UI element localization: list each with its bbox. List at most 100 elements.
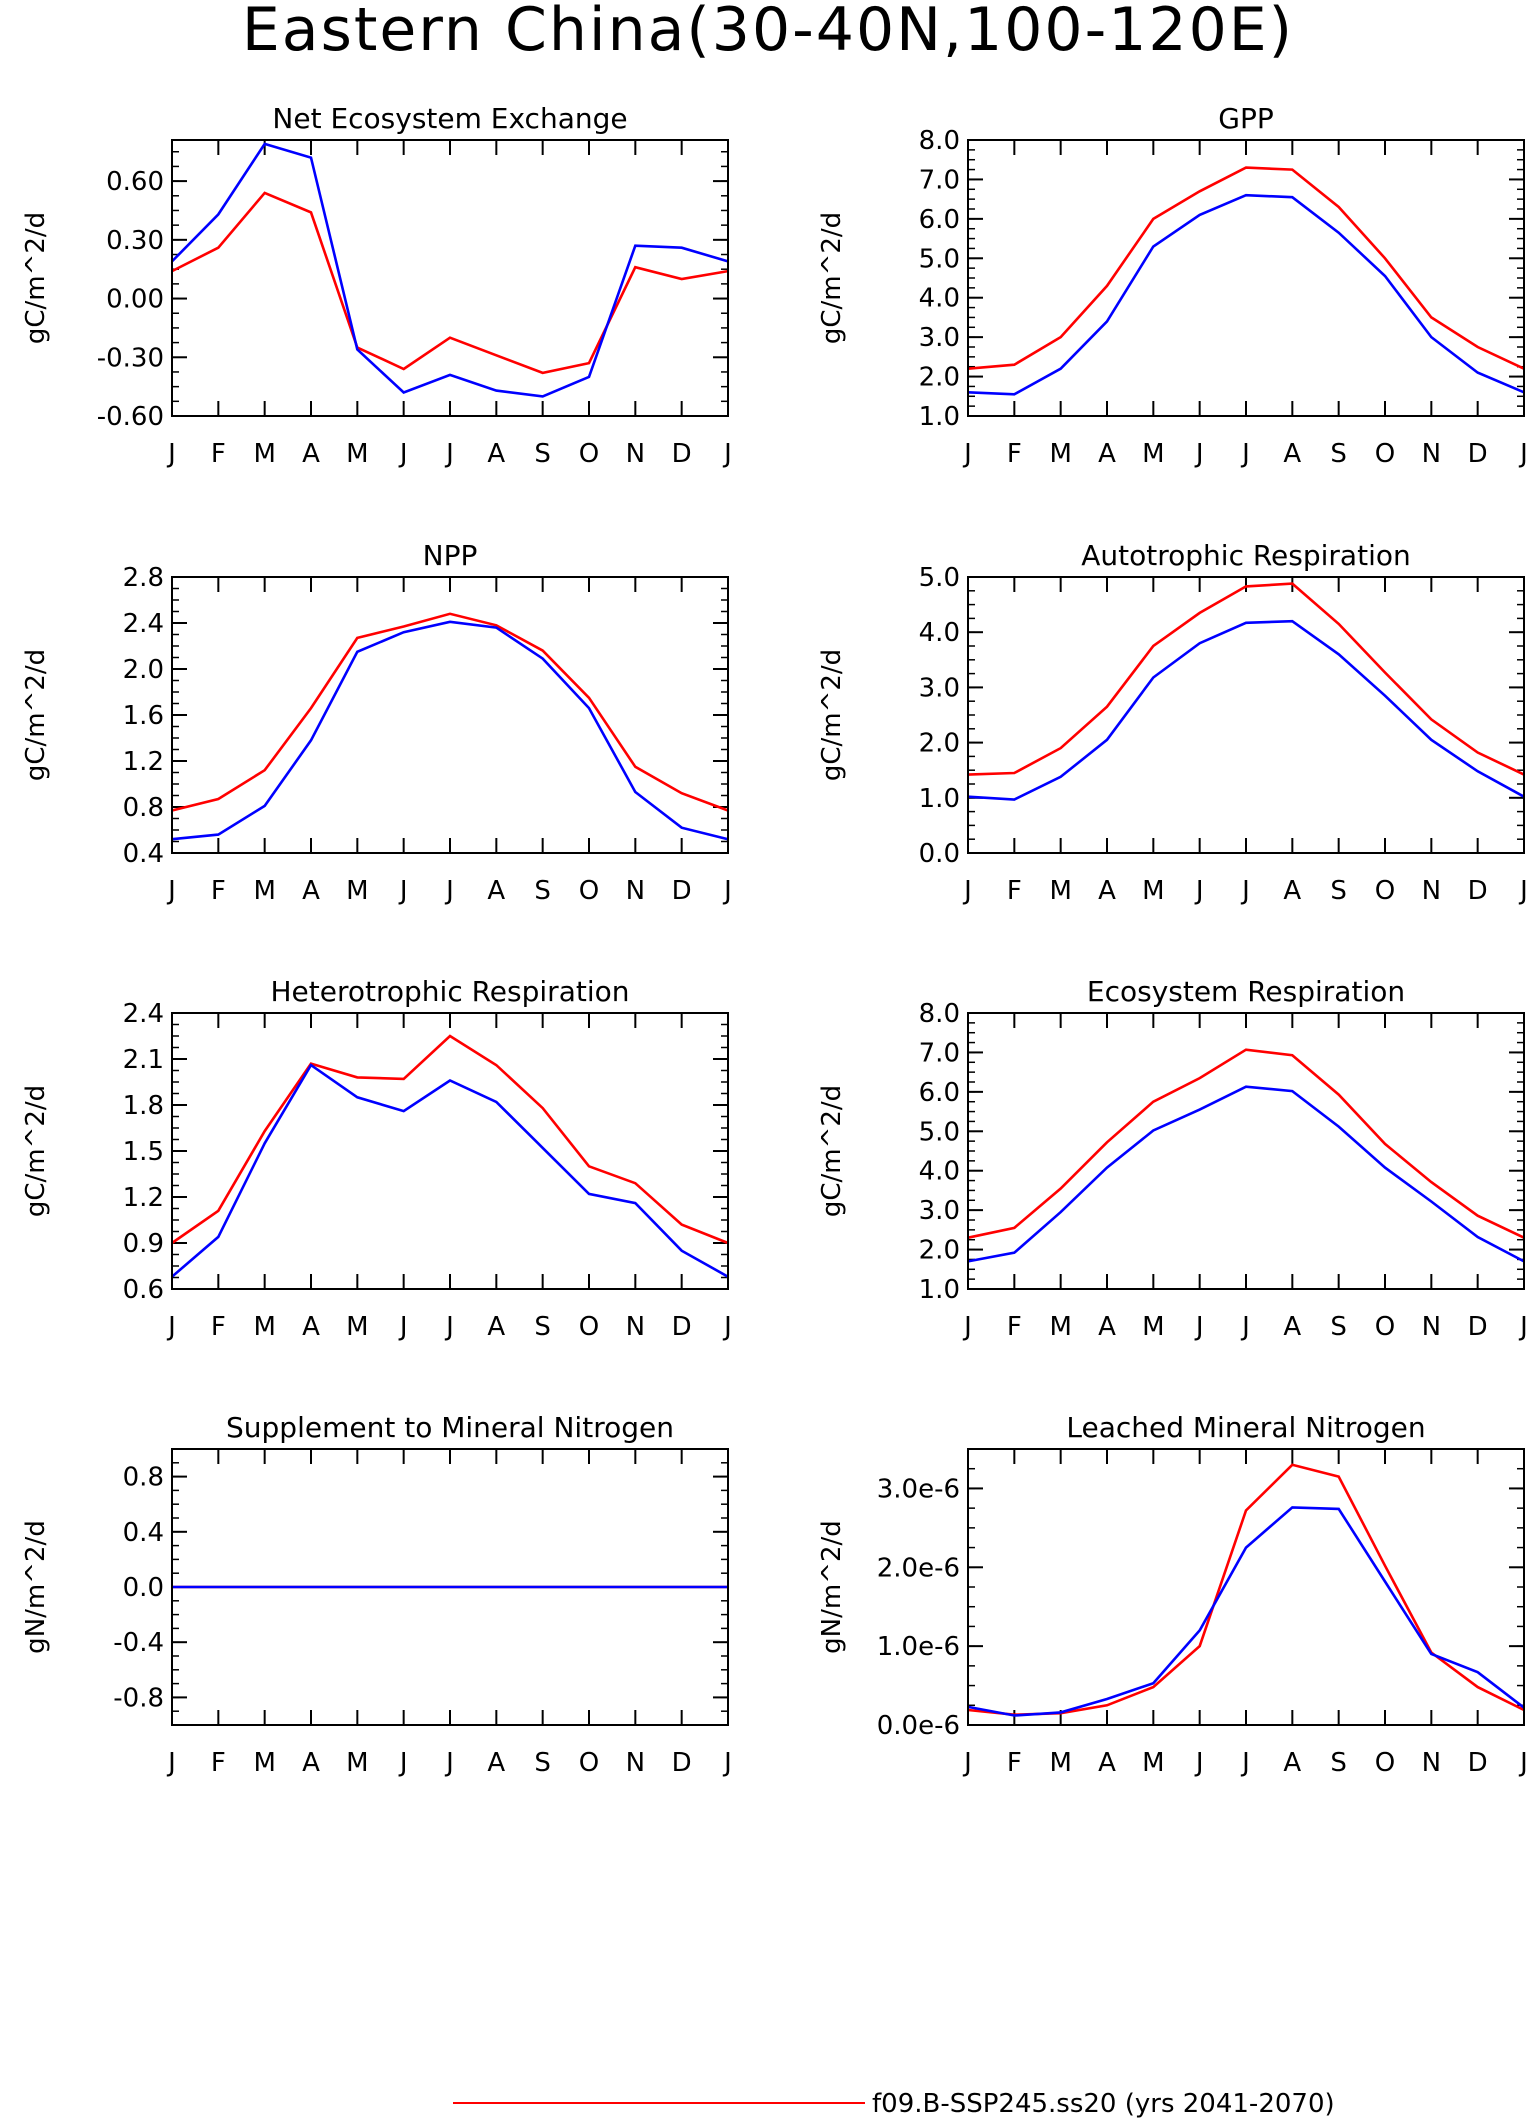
ylabel-net-ecosystem-exchange: gC/m^2/d bbox=[21, 212, 51, 344]
xtick-label: N bbox=[1422, 1748, 1441, 1778]
series-line-red bbox=[967, 166, 1525, 370]
ytick-label: 0.4 bbox=[123, 1518, 164, 1548]
series-line-red bbox=[171, 191, 729, 375]
ytick-label: 7.0 bbox=[919, 165, 960, 195]
xtick-label: D bbox=[672, 876, 692, 906]
xtick-label: D bbox=[1468, 1748, 1488, 1778]
ytick-label: 3.0 bbox=[919, 1196, 960, 1226]
xtick-label: O bbox=[579, 1312, 599, 1342]
panel-leached-mineral-nitrogen: Leached Mineral Nitrogen gN/m^2/d 0.0e-6 1.… bbox=[817, 1411, 1528, 1778]
xtick-label: J bbox=[1518, 439, 1528, 469]
ytick-label: 0.8 bbox=[123, 793, 164, 823]
xtick-label: A bbox=[1098, 439, 1116, 469]
xtick-label: J bbox=[166, 439, 176, 469]
panel-title-autotrophic-respiration: Autotrophic Respiration bbox=[1081, 539, 1410, 572]
xtick-label: A bbox=[487, 876, 505, 906]
ytick-label: 1.5 bbox=[123, 1137, 164, 1167]
xtick-label: N bbox=[1422, 1312, 1441, 1342]
xtick-label: J bbox=[1518, 876, 1528, 906]
xtick-label: J bbox=[398, 876, 408, 906]
ytick-label: 0.0e-6 bbox=[877, 1711, 960, 1741]
xtick-label: J bbox=[962, 1312, 972, 1342]
panel-title-npp: NPP bbox=[423, 539, 478, 572]
xtick-label: J bbox=[1518, 1748, 1528, 1778]
ytick-label: 2.4 bbox=[123, 999, 164, 1029]
ytick-label: 1.6 bbox=[123, 701, 164, 731]
xtick-label: M bbox=[1142, 1312, 1164, 1342]
xtick-label: D bbox=[672, 1748, 692, 1778]
xtick-label: O bbox=[1375, 1312, 1395, 1342]
xtick-label: J bbox=[722, 1312, 732, 1342]
panel-title-supplement-to-mineral-nitrogen: Supplement to Mineral Nitrogen bbox=[226, 1411, 674, 1444]
xtick-label: M bbox=[346, 1748, 368, 1778]
ylabel-supplement-to-mineral-nitrogen: gN/m^2/d bbox=[21, 1520, 51, 1654]
xtick-label: A bbox=[1283, 1312, 1301, 1342]
ytick-label: 2.0 bbox=[919, 363, 960, 393]
plot-frame bbox=[967, 1448, 1525, 1726]
xtick-label: D bbox=[672, 439, 692, 469]
xtick-label: F bbox=[1007, 1312, 1022, 1342]
ytick-label: 3.0 bbox=[919, 323, 960, 353]
xtick-label: J bbox=[1240, 439, 1250, 469]
ytick-label: 2.1 bbox=[123, 1045, 164, 1075]
ytick-label: 0.6 bbox=[123, 1275, 164, 1305]
xtick-label: M bbox=[253, 876, 275, 906]
xtick-label: F bbox=[211, 1748, 226, 1778]
panel-autotrophic-respiration: Autotrophic Respiration gC/m^2/d 0.0 1.0 2.0… bbox=[817, 539, 1528, 906]
xtick-label: D bbox=[1468, 1312, 1488, 1342]
plot-frame bbox=[171, 1012, 729, 1290]
xtick-label: J bbox=[444, 876, 454, 906]
panels: Net Ecosystem Exchange gC/m^2/d -0.60 -0.30… bbox=[21, 102, 1528, 1778]
xtick-label: J bbox=[962, 1748, 972, 1778]
ytick-label: 5.0 bbox=[919, 244, 960, 274]
series-line-blue bbox=[967, 193, 1525, 396]
panel-title-ecosystem-respiration: Ecosystem Respiration bbox=[1087, 975, 1405, 1008]
plot-frame bbox=[171, 1448, 729, 1726]
ytick-label: 3.0 bbox=[919, 673, 960, 703]
xtick-label: A bbox=[1098, 1312, 1116, 1342]
xtick-label: N bbox=[626, 876, 645, 906]
ytick-label: 8.0 bbox=[919, 999, 960, 1029]
ytick-label: 1.0 bbox=[919, 1275, 960, 1305]
series-line-red bbox=[171, 612, 729, 812]
ytick-label: 1.8 bbox=[123, 1091, 164, 1121]
xtick-label: O bbox=[579, 1748, 599, 1778]
ylabel-ecosystem-respiration: gC/m^2/d bbox=[817, 1085, 847, 1217]
xtick-label: A bbox=[1283, 1748, 1301, 1778]
xtick-label: M bbox=[346, 439, 368, 469]
ylabel-leached-mineral-nitrogen: gN/m^2/d bbox=[817, 1520, 847, 1654]
ytick-label: 0.4 bbox=[123, 839, 164, 869]
ytick-label: 1.0 bbox=[919, 784, 960, 814]
ylabel-npp: gC/m^2/d bbox=[21, 649, 51, 781]
xtick-label: J bbox=[1240, 1748, 1250, 1778]
xtick-label: N bbox=[626, 1748, 645, 1778]
xtick-label: N bbox=[1422, 876, 1441, 906]
panel-net-ecosystem-exchange: Net Ecosystem Exchange gC/m^2/d -0.60 -0.30… bbox=[21, 102, 732, 469]
xtick-label: J bbox=[1194, 1312, 1204, 1342]
xtick-label: S bbox=[534, 439, 551, 469]
xtick-label: J bbox=[398, 439, 408, 469]
xtick-label: M bbox=[253, 1748, 275, 1778]
xtick-label: J bbox=[962, 876, 972, 906]
xtick-label: J bbox=[1194, 876, 1204, 906]
xtick-label: J bbox=[722, 876, 732, 906]
panel-heterotrophic-respiration: Heterotrophic Respiration gC/m^2/d 0.6 0.9 1… bbox=[21, 975, 732, 1342]
xtick-label: S bbox=[1330, 1312, 1347, 1342]
ytick-label: -0.60 bbox=[97, 402, 164, 432]
xtick-label: M bbox=[1142, 1748, 1164, 1778]
xtick-label: A bbox=[1098, 1748, 1116, 1778]
panel-ecosystem-respiration: Ecosystem Respiration gC/m^2/d 1.0 2.0 3.0 4.… bbox=[817, 975, 1528, 1342]
xtick-label: A bbox=[302, 1312, 320, 1342]
xtick-label: J bbox=[1240, 1312, 1250, 1342]
xtick-label: F bbox=[211, 439, 226, 469]
xtick-label: N bbox=[1422, 439, 1441, 469]
series-line-blue bbox=[967, 619, 1525, 801]
xtick-label: O bbox=[579, 439, 599, 469]
xtick-label: J bbox=[444, 1312, 454, 1342]
xtick-label: J bbox=[722, 1748, 732, 1778]
panel-supplement-to-mineral-nitrogen: Supplement to Mineral Nitrogen gN/m^2/d -0… bbox=[21, 1411, 732, 1778]
ytick-label: 1.0 bbox=[919, 402, 960, 432]
xtick-label: A bbox=[487, 1312, 505, 1342]
ytick-label: 2.0 bbox=[919, 1236, 960, 1266]
